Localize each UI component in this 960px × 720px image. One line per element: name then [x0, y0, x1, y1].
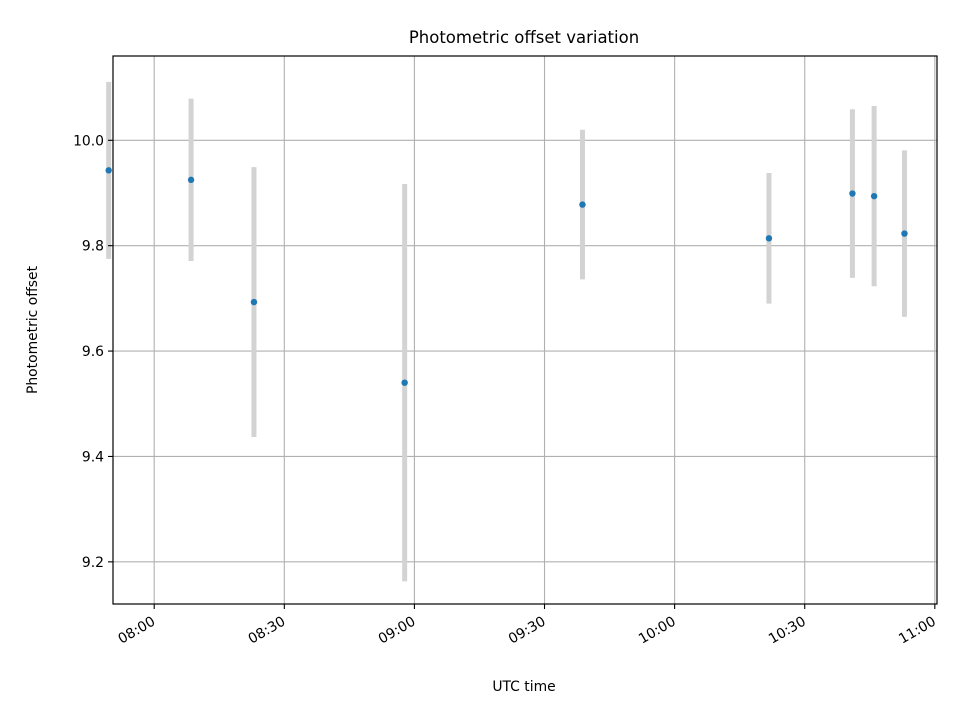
x-tick-label: 08:30	[246, 614, 289, 648]
x-tick-label: 08:00	[116, 614, 159, 648]
grid	[113, 56, 937, 604]
x-tick-label: 10:00	[636, 614, 679, 648]
x-tick-label: 09:00	[376, 614, 419, 648]
x-tick-label: 11:00	[896, 614, 939, 648]
data-point	[765, 235, 773, 242]
y-tick-label: 10.0	[73, 133, 104, 149]
y-tick-label: 9.8	[82, 239, 104, 255]
data-point	[401, 379, 408, 386]
chart-title: Photometric offset variation	[409, 28, 639, 47]
x-axis-label: UTC time	[492, 679, 555, 695]
data-point	[250, 298, 258, 306]
y-axis-ticks: 9.2 9.4 9.6 9.8 10.0	[73, 133, 113, 571]
data-point	[901, 230, 908, 237]
y-tick-label: 9.6	[82, 344, 104, 360]
y-axis-label: Photometric offset	[25, 265, 41, 394]
plot-frame	[112, 55, 938, 605]
data-point	[187, 176, 195, 184]
data-points	[105, 167, 908, 386]
x-tick-label: 09:30	[506, 614, 549, 648]
error-bars	[106, 81, 907, 582]
x-axis-ticks: 08:00 08:30 09:00 09:30 10:00 10:30 11:00	[116, 604, 939, 647]
y-tick-label: 9.2	[82, 555, 104, 571]
data-point	[870, 192, 878, 200]
data-point	[579, 201, 586, 208]
x-tick-label: 10:30	[766, 614, 809, 648]
data-point	[105, 167, 112, 174]
data-point	[849, 190, 856, 197]
y-tick-label: 9.4	[82, 449, 104, 465]
